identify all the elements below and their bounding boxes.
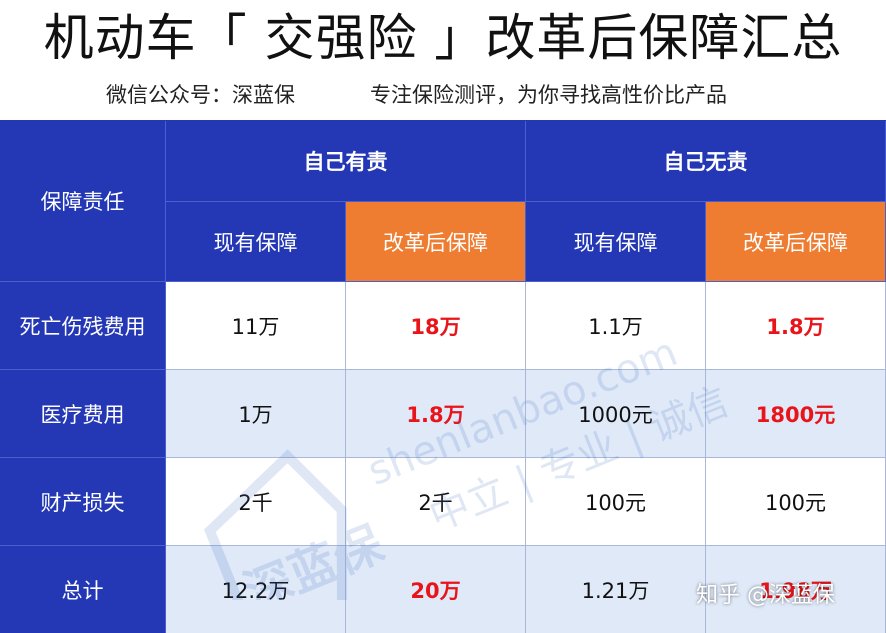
row-label-property-loss: 财产损失 — [0, 458, 166, 546]
coverage-table: 保障责任 自己有责 自己无责 现有保障 改革后保障 现有保障 改革后保障 死亡伤… — [0, 120, 886, 633]
subheader-current-at-fault: 现有保障 — [166, 202, 346, 282]
credit-text: 知乎 @深蓝保 — [696, 583, 835, 608]
table-cell: 1800元 — [706, 370, 886, 458]
page-title: 机动车「 交强险 」改革后保障汇总 — [43, 9, 843, 67]
table-cell: 100元 — [706, 458, 886, 546]
row-label-total: 总计 — [0, 546, 166, 633]
subtitle: 微信公众号：深蓝保 专注保险测评，为你寻找高性价比产品 — [0, 80, 886, 110]
table-cell: 1000元 — [526, 370, 706, 458]
table-cell: 18万 — [346, 282, 526, 370]
table-cell: 1万 — [166, 370, 346, 458]
table-cell: 1.21万 — [526, 546, 706, 633]
header-not-at-fault: 自己无责 — [526, 121, 886, 202]
slogan-text: 专注保险测评，为你寻找高性价比产品 — [370, 83, 727, 107]
table-cell: 12.2万 — [166, 546, 346, 633]
header-responsibility: 保障责任 — [0, 121, 166, 282]
row-label-death-disability: 死亡伤残费用 — [0, 282, 166, 370]
table-cell: 2千 — [166, 458, 346, 546]
table-cell: 1.98万 — [706, 546, 886, 633]
table-cell: 100元 — [526, 458, 706, 546]
header-at-fault: 自己有责 — [166, 121, 526, 202]
table-cell: 1.1万 — [526, 282, 706, 370]
table-cell: 1.8万 — [346, 370, 526, 458]
subheader-reformed-at-fault: 改革后保障 — [346, 202, 526, 282]
subheader-reformed-not-at-fault: 改革后保障 — [706, 202, 886, 282]
table-cell: 1.8万 — [706, 282, 886, 370]
subheader-current-not-at-fault: 现有保障 — [526, 202, 706, 282]
row-label-medical: 医疗费用 — [0, 370, 166, 458]
table-cell: 11万 — [166, 282, 346, 370]
table-cell: 2千 — [346, 458, 526, 546]
table-cell: 20万 — [346, 546, 526, 633]
account-text: 微信公众号：深蓝保 — [106, 83, 295, 107]
